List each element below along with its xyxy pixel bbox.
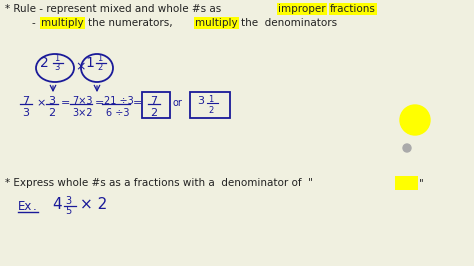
FancyBboxPatch shape xyxy=(395,176,419,189)
Text: .: . xyxy=(33,200,37,213)
Text: * Rule - represent mixed and whole #s as: * Rule - represent mixed and whole #s as xyxy=(5,4,221,14)
Circle shape xyxy=(403,144,411,152)
Text: multiply: multiply xyxy=(41,18,83,28)
Text: 4: 4 xyxy=(52,197,62,212)
Text: improper: improper xyxy=(278,4,326,14)
Text: =: = xyxy=(133,98,142,108)
Text: 2: 2 xyxy=(150,108,157,118)
Text: the numerators,: the numerators, xyxy=(88,18,173,28)
Text: * Express whole #s as a fractions with a  denominator of  ": * Express whole #s as a fractions with a… xyxy=(5,178,313,188)
Text: ": " xyxy=(419,178,424,188)
Text: 3×2: 3×2 xyxy=(72,108,92,118)
Text: =: = xyxy=(61,98,70,108)
Circle shape xyxy=(400,105,430,135)
Text: the  denominators: the denominators xyxy=(241,18,337,28)
Text: 1: 1 xyxy=(208,95,213,104)
Text: ×: × xyxy=(36,98,46,108)
Text: 7: 7 xyxy=(150,96,157,106)
Text: 2: 2 xyxy=(48,108,55,118)
Text: 2: 2 xyxy=(40,56,49,70)
Text: 3: 3 xyxy=(48,96,55,106)
Text: 7×3: 7×3 xyxy=(72,96,92,106)
Text: Ex: Ex xyxy=(18,200,32,213)
Text: 7: 7 xyxy=(22,96,29,106)
Text: ×: × xyxy=(75,60,85,73)
Text: -: - xyxy=(32,18,39,28)
Text: 1: 1 xyxy=(85,56,94,70)
Text: or: or xyxy=(173,98,183,108)
Text: × 2: × 2 xyxy=(80,197,107,212)
Text: 6 ÷3: 6 ÷3 xyxy=(106,108,129,118)
Text: 5: 5 xyxy=(65,206,71,216)
Text: 3: 3 xyxy=(197,96,204,106)
Text: 1: 1 xyxy=(97,54,102,63)
Text: 2: 2 xyxy=(208,106,213,115)
Text: =: = xyxy=(95,98,104,108)
Text: fractions: fractions xyxy=(330,4,376,14)
Text: 3: 3 xyxy=(22,108,29,118)
Text: 3: 3 xyxy=(54,63,59,72)
Text: 1: 1 xyxy=(54,54,59,63)
Text: 2: 2 xyxy=(97,63,102,72)
Text: multiply: multiply xyxy=(195,18,237,28)
Text: 21 ÷3: 21 ÷3 xyxy=(104,96,134,106)
Text: 3: 3 xyxy=(65,196,71,206)
